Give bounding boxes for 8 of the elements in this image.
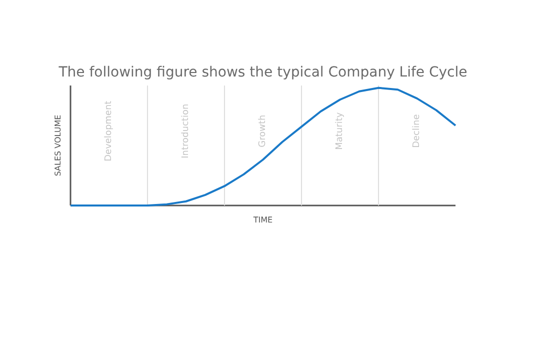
- annotation: Decline: [412, 114, 422, 148]
- chart-title: The following figure shows the typical Company Life Cycle: [58, 64, 468, 80]
- annotation: Introduction: [181, 104, 191, 158]
- x-axis-title: TIME: [252, 216, 273, 224]
- y-axis-title: SALES VOLUME: [54, 114, 62, 176]
- annotation: Growth: [258, 114, 268, 148]
- annotation: Development: [104, 100, 114, 162]
- annotation: Maturity: [335, 112, 345, 150]
